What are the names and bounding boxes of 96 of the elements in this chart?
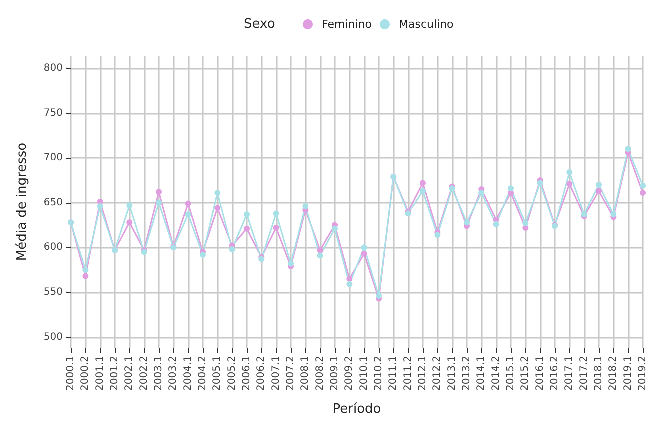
point bbox=[361, 244, 368, 251]
x-tick-label: 2011.1 bbox=[388, 356, 400, 391]
x-tick-label: 2004.1 bbox=[182, 356, 194, 391]
x-tick-label: 2000.1 bbox=[66, 356, 76, 391]
x-tick-label: 2010.2 bbox=[374, 356, 384, 391]
point bbox=[82, 267, 89, 274]
legend-label: Masculino bbox=[398, 18, 454, 31]
x-tick-label: 2003.1 bbox=[154, 356, 164, 391]
point bbox=[508, 186, 514, 192]
y-tick-label: 600 bbox=[44, 242, 63, 254]
point bbox=[317, 252, 324, 259]
point bbox=[537, 180, 544, 186]
point bbox=[126, 220, 133, 226]
x-tick-label: 2010.1 bbox=[358, 356, 370, 391]
point bbox=[317, 247, 324, 254]
x-tick-label: 2007.1 bbox=[270, 356, 282, 391]
x-tick-label: 2014.1 bbox=[476, 356, 488, 391]
x-tick-label: 2008.2 bbox=[314, 356, 326, 391]
y-tick-label: 700 bbox=[44, 152, 63, 164]
point bbox=[185, 200, 192, 207]
x-tick-label: 2013.2 bbox=[462, 356, 472, 391]
point bbox=[610, 212, 617, 218]
point bbox=[376, 293, 382, 300]
point bbox=[346, 276, 353, 282]
y-tick-label: 750 bbox=[44, 108, 63, 119]
x-tick-label: 2001.2 bbox=[110, 356, 120, 391]
point bbox=[566, 181, 573, 188]
x-tick-label: 2019.2 bbox=[638, 356, 648, 391]
x-tick-label: 2009.1 bbox=[330, 356, 340, 391]
point bbox=[244, 226, 250, 232]
point bbox=[625, 146, 632, 152]
x-tick-label: 2012.2 bbox=[432, 356, 444, 391]
point bbox=[288, 260, 294, 267]
legend-label: Feminino bbox=[322, 18, 372, 31]
point bbox=[346, 281, 353, 288]
point bbox=[97, 203, 104, 210]
point bbox=[214, 190, 221, 196]
point bbox=[185, 212, 192, 218]
point bbox=[200, 252, 206, 258]
y-tick-label: 550 bbox=[44, 286, 63, 298]
point bbox=[273, 224, 280, 231]
x-tick-label: 2009.2 bbox=[344, 356, 356, 391]
x-tick-label: 2002.2 bbox=[138, 356, 150, 391]
x-tick-label: 2016.1 bbox=[534, 356, 546, 391]
x-tick-label: 2014.2 bbox=[490, 356, 502, 391]
point bbox=[126, 202, 133, 209]
point bbox=[464, 220, 470, 226]
point bbox=[640, 182, 646, 189]
y-tick-label: 650 bbox=[44, 197, 63, 208]
point bbox=[361, 250, 368, 257]
x-tick-label: 2005.2 bbox=[226, 356, 238, 391]
point bbox=[273, 210, 280, 217]
x-tick-label: 2001.1 bbox=[94, 356, 106, 391]
x-tick-label: 2017.1 bbox=[564, 356, 576, 391]
point bbox=[493, 221, 500, 228]
point bbox=[229, 246, 236, 252]
y-tick-label: 800 bbox=[44, 63, 63, 74]
x-tick-label: 2015.2 bbox=[520, 356, 532, 391]
x-tick-label: 2003.2 bbox=[168, 356, 180, 391]
x-tick-label: 2008.1 bbox=[300, 356, 312, 391]
x-tick-label: 2015.1 bbox=[506, 356, 516, 391]
x-tick-label: 2018.2 bbox=[608, 356, 620, 391]
x-tick-label: 2019.1 bbox=[622, 356, 634, 391]
point bbox=[214, 205, 221, 212]
x-tick-label: 2000.2 bbox=[80, 356, 92, 391]
point bbox=[82, 273, 89, 280]
point bbox=[332, 226, 338, 232]
point bbox=[596, 188, 602, 194]
x-tick-label: 2004.2 bbox=[198, 356, 208, 391]
x-tick-label: 2013.1 bbox=[446, 356, 458, 391]
point bbox=[596, 182, 602, 188]
y-tick-label: 500 bbox=[44, 332, 63, 343]
point bbox=[420, 188, 426, 194]
point bbox=[302, 203, 309, 210]
x-axis-title: Período bbox=[332, 402, 382, 417]
point bbox=[156, 200, 162, 206]
point bbox=[640, 190, 646, 196]
point bbox=[156, 189, 162, 196]
x-tick-label: 2006.2 bbox=[256, 356, 268, 391]
x-tick-label: 2007.2 bbox=[286, 356, 296, 391]
point bbox=[244, 212, 250, 218]
point bbox=[434, 232, 441, 238]
x-tick-label: 2005.1 bbox=[212, 356, 224, 391]
x-tick-label: 2016.2 bbox=[550, 356, 560, 391]
x-tick-label: 2006.1 bbox=[242, 356, 252, 391]
x-tick-label: 2002.1 bbox=[124, 356, 136, 391]
x-tick-label: 2011.2 bbox=[402, 356, 414, 391]
point bbox=[522, 220, 529, 226]
x-tick-label: 2018.1 bbox=[594, 356, 604, 391]
legend-title: Sexo bbox=[244, 17, 276, 32]
point bbox=[566, 169, 573, 176]
y-axis-title: Média de ingresso bbox=[15, 142, 30, 262]
x-tick-label: 2017.2 bbox=[578, 356, 590, 391]
point bbox=[420, 180, 426, 186]
point bbox=[478, 190, 485, 196]
x-tick-label: 2012.1 bbox=[418, 356, 428, 391]
